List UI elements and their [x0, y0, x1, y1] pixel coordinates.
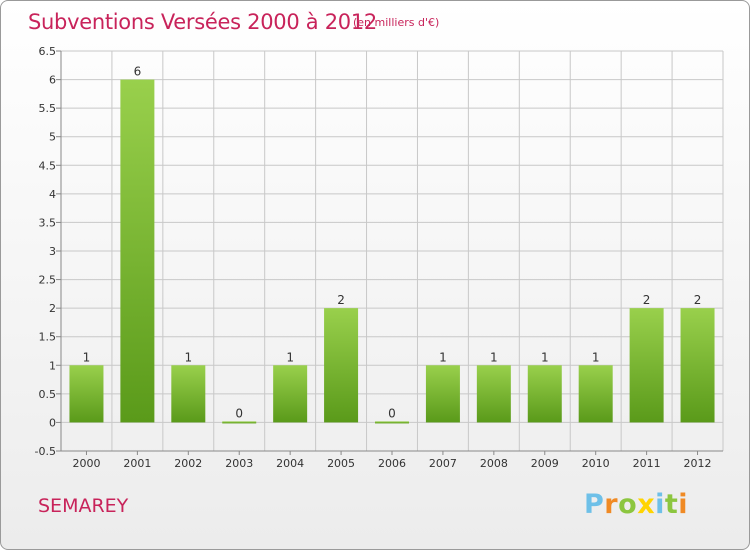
- x-tick-label: 2012: [684, 457, 712, 470]
- bar-value-label: 1: [592, 350, 600, 364]
- y-tick-labels: -0.5 0 0.5 1 1.5 2 2.5 3 3.5 4 4.5 5 5.5 6 6.5: [35, 45, 56, 458]
- y-tick-label: 2: [49, 302, 56, 315]
- bar: [629, 308, 664, 423]
- logo-letter: x: [637, 489, 656, 520]
- x-tick-label: 2002: [174, 457, 202, 470]
- bar: [222, 421, 257, 424]
- x-tick-label: 2008: [480, 457, 508, 470]
- bar: [273, 365, 308, 423]
- bar-value-label: 0: [388, 406, 396, 420]
- x-tick-label: 2011: [633, 457, 661, 470]
- bar-value-label: 2: [694, 293, 702, 307]
- axes: [56, 50, 723, 455]
- y-tick-label: 0.5: [39, 388, 57, 401]
- bars: [69, 79, 715, 424]
- bar-value-label: 6: [134, 65, 142, 79]
- logo-letter: r: [604, 489, 619, 520]
- x-tick-label: 2005: [327, 457, 355, 470]
- bar: [476, 365, 511, 423]
- y-tick-label: 1: [49, 359, 56, 372]
- bar-value-label: 2: [337, 293, 345, 307]
- y-tick-label: 6.5: [39, 45, 57, 58]
- x-tick-labels: 2000 2001 2002 2003 2004 2005 2006 2007 2008 2009…: [72, 457, 711, 470]
- bar: [171, 365, 206, 423]
- y-tick-label: 4.5: [39, 159, 57, 172]
- logo-letter: P: [584, 489, 605, 520]
- bar: [375, 421, 409, 424]
- bar: [425, 365, 460, 423]
- bar-value-label: 1: [490, 350, 498, 364]
- bar: [120, 79, 155, 423]
- y-tick-label: 5.5: [39, 102, 57, 115]
- bar: [578, 365, 613, 423]
- y-tick-label: -0.5: [35, 445, 56, 458]
- bar: [324, 308, 359, 423]
- x-tick-label: 2010: [582, 457, 610, 470]
- bar: [69, 365, 104, 423]
- proxiti-logo: Proxiti: [584, 489, 688, 520]
- bar: [527, 365, 562, 423]
- logo-letter: i: [678, 489, 689, 520]
- x-tick-label: 2006: [378, 457, 406, 470]
- y-tick-label: 3.5: [39, 216, 57, 229]
- x-tick-label: 2007: [429, 457, 457, 470]
- bar-value-label: 1: [286, 350, 294, 364]
- x-tick-label: 2004: [276, 457, 304, 470]
- grid-lines: [60, 50, 724, 452]
- commune-name: SEMAREY: [38, 495, 129, 517]
- x-tick-label: 2003: [225, 457, 253, 470]
- bar-value-label: 1: [439, 350, 447, 364]
- bar-value-label: 1: [184, 350, 192, 364]
- y-tick-label: 3: [49, 245, 56, 258]
- bar-value-label: 1: [83, 350, 91, 364]
- y-tick-label: 0: [49, 416, 56, 429]
- x-tick-label: 2009: [531, 457, 559, 470]
- logo-letter: t: [664, 489, 679, 520]
- logo-letter: i: [655, 489, 665, 520]
- bar-value-label: 2: [643, 293, 651, 307]
- bar: [680, 308, 715, 423]
- y-tick-label: 6: [49, 74, 56, 87]
- y-tick-label: 4: [49, 188, 56, 201]
- x-tick-label: 2001: [123, 457, 151, 470]
- y-tick-label: 1.5: [39, 331, 57, 344]
- chart-unit: (en milliers d'€): [353, 16, 440, 29]
- bar-value-label: 0: [235, 406, 243, 420]
- bar-value-label: 1: [541, 350, 549, 364]
- logo-letter: o: [618, 489, 638, 520]
- data-labels: 1 6 1 0 1 2 0 1 1 1 1 2 2: [83, 65, 702, 421]
- chart-title: Subventions Versées 2000 à 2012: [28, 10, 377, 34]
- x-tick-label: 2000: [72, 457, 100, 470]
- y-tick-label: 5: [49, 131, 56, 144]
- y-tick-label: 2.5: [39, 274, 57, 287]
